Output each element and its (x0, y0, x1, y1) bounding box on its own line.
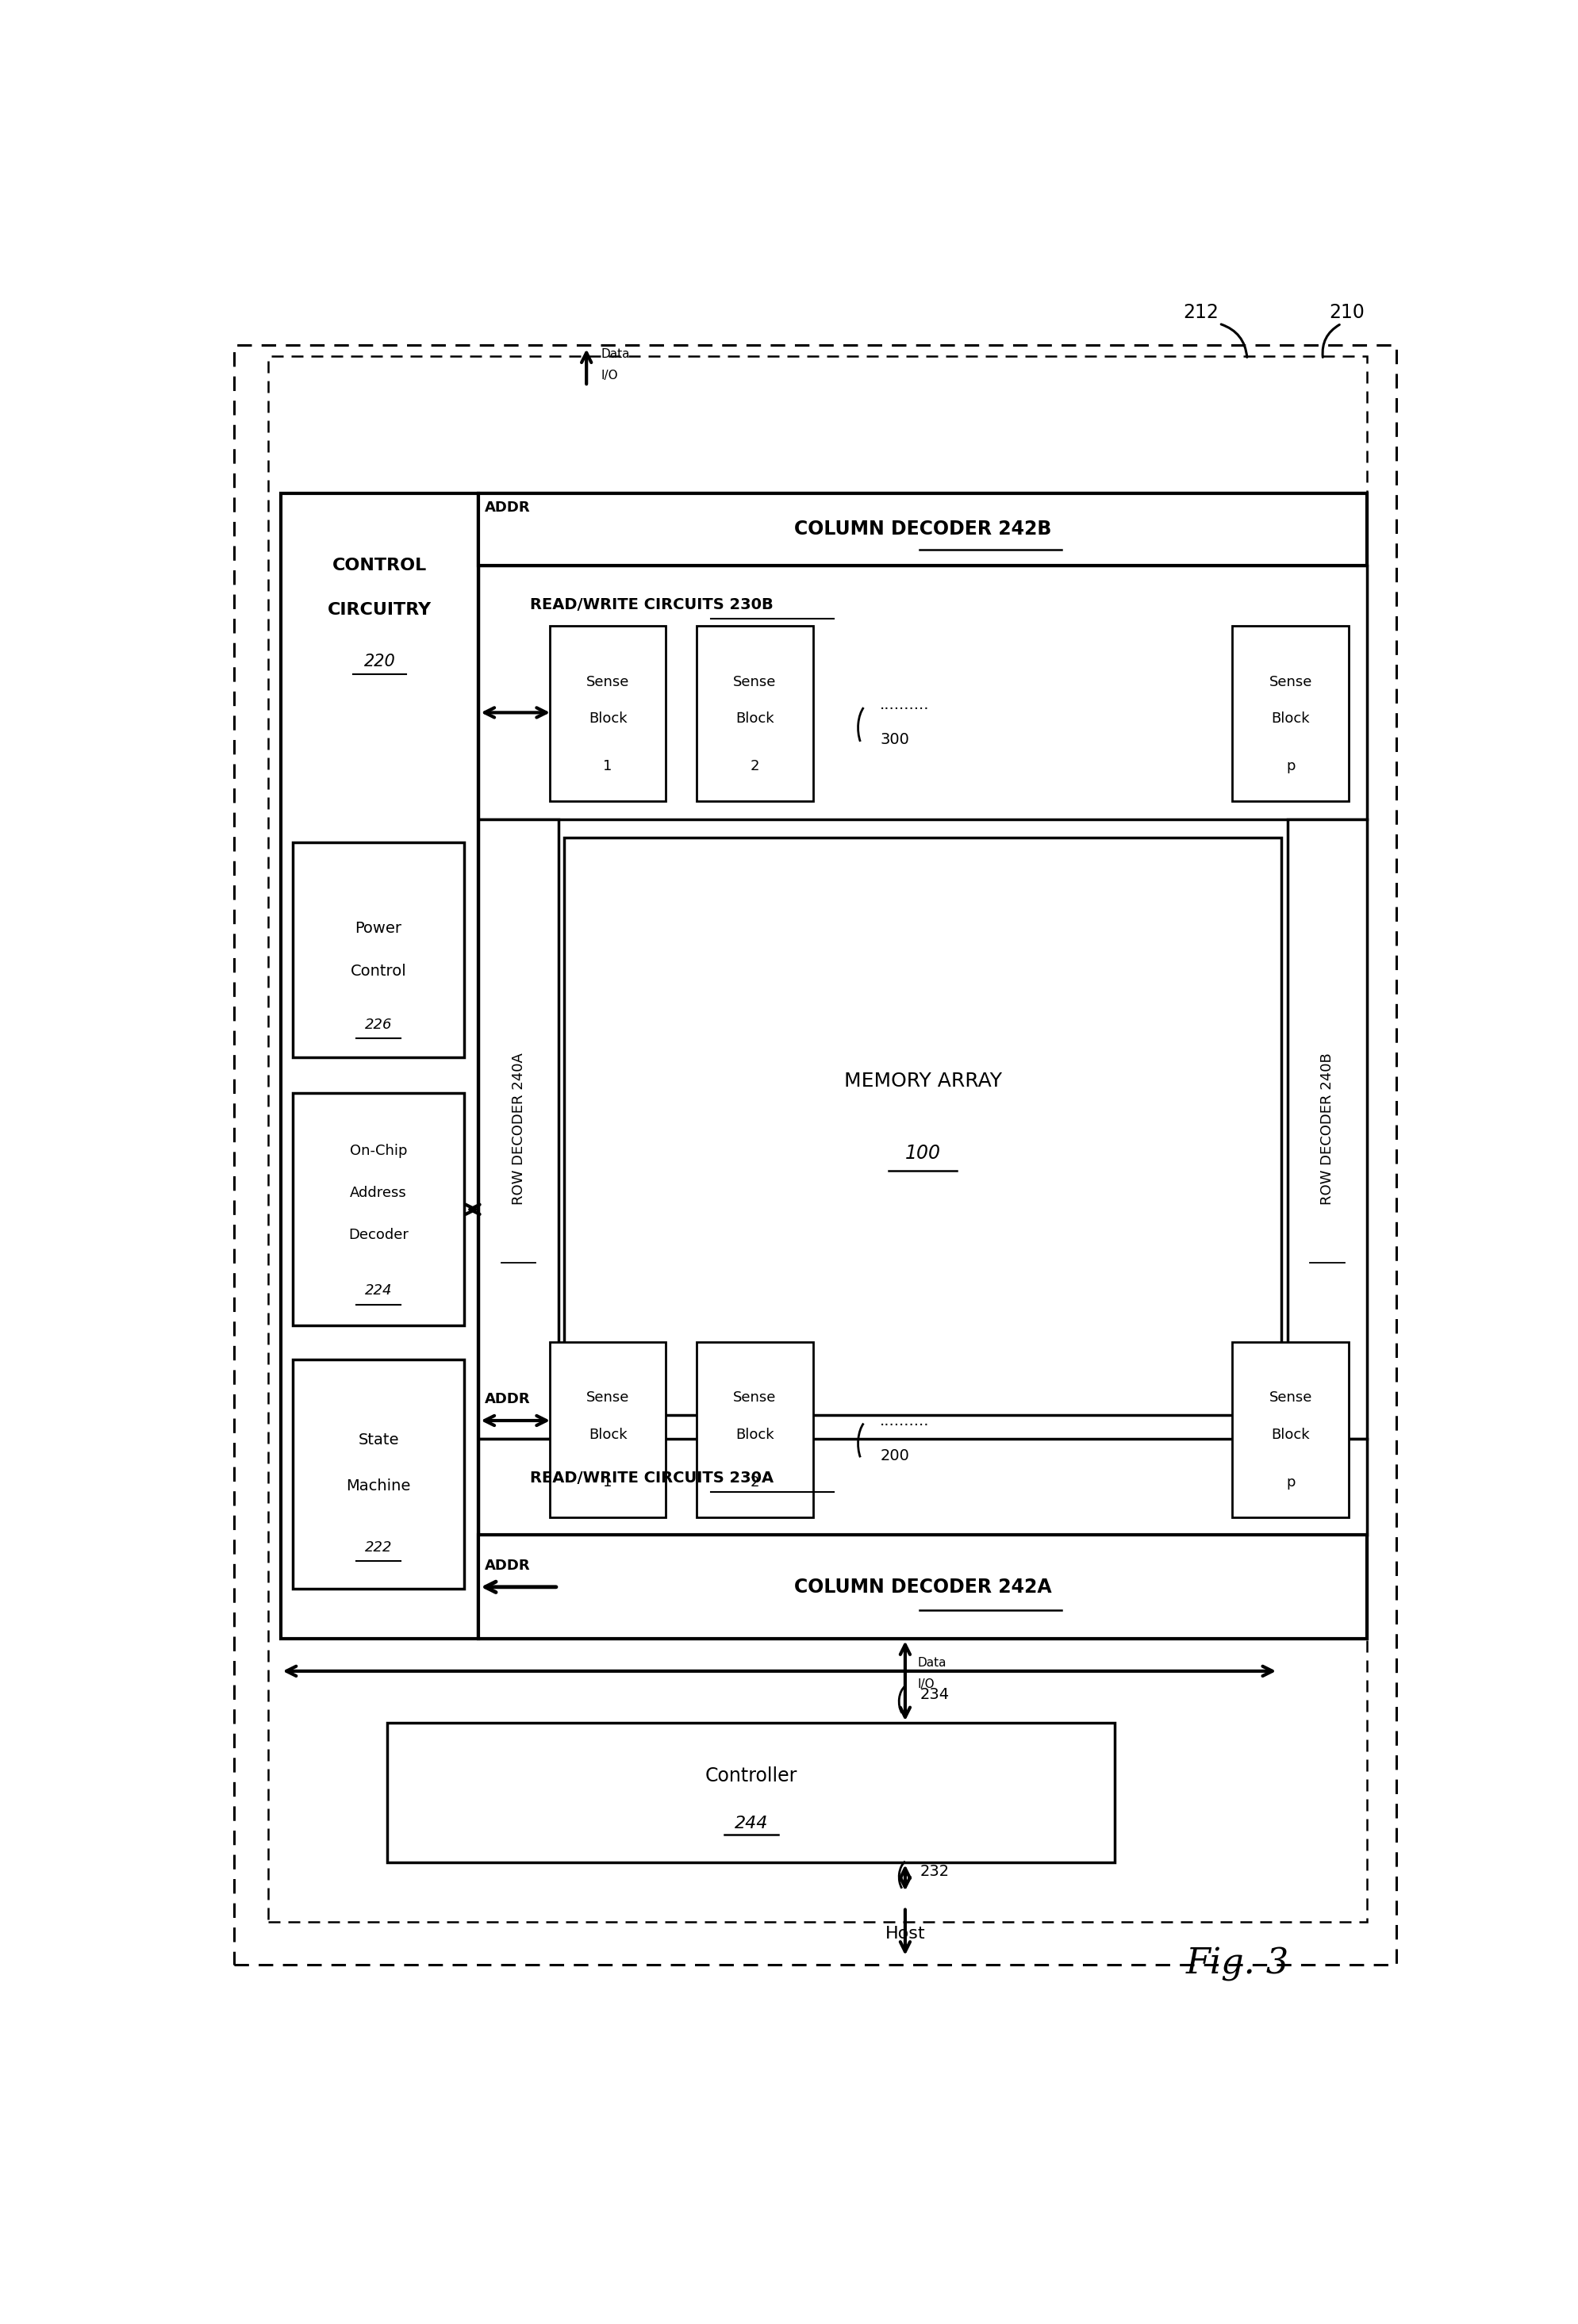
Text: 100: 100 (904, 1143, 940, 1162)
Text: Decoder: Decoder (349, 1227, 409, 1241)
Bar (549, 625, 666, 802)
Bar (478, 493, 1367, 1638)
Text: Block: Block (589, 711, 626, 725)
Text: State: State (358, 1432, 399, 1448)
Text: 220: 220 (363, 653, 394, 669)
Text: I/O: I/O (601, 370, 619, 381)
Text: Host: Host (885, 1927, 925, 1943)
Text: Block: Block (1270, 711, 1310, 725)
Text: ROW DECODER 240B: ROW DECODER 240B (1319, 1053, 1333, 1204)
Text: READ/WRITE CIRCUITS 230B: READ/WRITE CIRCUITS 230B (530, 597, 773, 611)
Text: 210: 210 (1329, 302, 1363, 321)
Text: 222: 222 (365, 1541, 391, 1555)
Text: CIRCUITRY: CIRCUITRY (328, 602, 431, 618)
Text: Sense: Sense (1269, 1390, 1311, 1406)
Text: 234: 234 (920, 1687, 948, 1701)
Text: p: p (1286, 1476, 1294, 1490)
Text: 2: 2 (750, 760, 759, 774)
Bar (478, 1439, 1367, 1536)
Text: Data: Data (917, 1657, 945, 1669)
Text: ADDR: ADDR (484, 1392, 530, 1406)
Text: 1: 1 (603, 760, 612, 774)
Text: ADDR: ADDR (484, 1559, 530, 1573)
Text: p: p (1286, 760, 1294, 774)
Text: ROW DECODER 240A: ROW DECODER 240A (511, 1053, 525, 1204)
Text: 244: 244 (734, 1815, 767, 1831)
Bar (268, 356, 1367, 1922)
Text: 224: 224 (365, 1283, 391, 1299)
Text: 232: 232 (920, 1864, 948, 1880)
Text: Sense: Sense (732, 1390, 776, 1406)
Text: Sense: Sense (585, 674, 630, 690)
Bar (478, 820, 559, 1439)
Text: Address: Address (350, 1185, 407, 1199)
Text: 1: 1 (603, 1476, 612, 1490)
Text: CONTROL: CONTROL (333, 558, 426, 574)
Text: Power: Power (355, 920, 402, 937)
Text: MEMORY ARRAY: MEMORY ARRAY (844, 1071, 1002, 1090)
Bar (478, 493, 1367, 565)
Bar (1232, 625, 1348, 802)
Text: 212: 212 (1182, 302, 1218, 321)
Text: Block: Block (735, 1427, 773, 1441)
Text: 226: 226 (365, 1018, 391, 1032)
Text: Block: Block (589, 1427, 626, 1441)
Bar (281, 493, 478, 1638)
Text: COLUMN DECODER 242B: COLUMN DECODER 242B (794, 521, 1051, 539)
Bar (565, 837, 1281, 1415)
Text: I/O: I/O (917, 1678, 934, 1690)
Text: READ/WRITE CIRCUITS 230A: READ/WRITE CIRCUITS 230A (530, 1471, 773, 1485)
Bar (292, 1092, 464, 1325)
Text: Sense: Sense (1269, 674, 1311, 690)
Text: ADDR: ADDR (484, 500, 530, 516)
Text: Sense: Sense (585, 1390, 630, 1406)
Text: ..........: .......... (879, 1413, 929, 1429)
Bar (292, 1360, 464, 1590)
Text: 300: 300 (879, 732, 909, 748)
Text: 200: 200 (879, 1448, 909, 1464)
Bar (387, 1722, 1114, 1862)
Text: Fig. 3: Fig. 3 (1185, 1948, 1288, 1982)
Text: Data: Data (601, 349, 630, 360)
Bar (478, 1536, 1367, 1638)
Bar (696, 625, 813, 802)
Text: On-Chip: On-Chip (349, 1143, 407, 1157)
Text: Block: Block (735, 711, 773, 725)
Bar (696, 1341, 813, 1518)
Text: 2: 2 (750, 1476, 759, 1490)
Text: ..........: .......... (879, 697, 929, 713)
Text: Block: Block (1270, 1427, 1310, 1441)
Bar (1288, 820, 1367, 1439)
Bar (478, 565, 1367, 820)
Text: Control: Control (350, 964, 406, 978)
Text: Machine: Machine (346, 1478, 410, 1494)
Text: Controller: Controller (704, 1766, 797, 1785)
Bar (1232, 1341, 1348, 1518)
Bar (292, 844, 464, 1057)
Text: COLUMN DECODER 242A: COLUMN DECODER 242A (794, 1578, 1051, 1597)
Bar (549, 1341, 666, 1518)
Text: Sense: Sense (732, 674, 776, 690)
